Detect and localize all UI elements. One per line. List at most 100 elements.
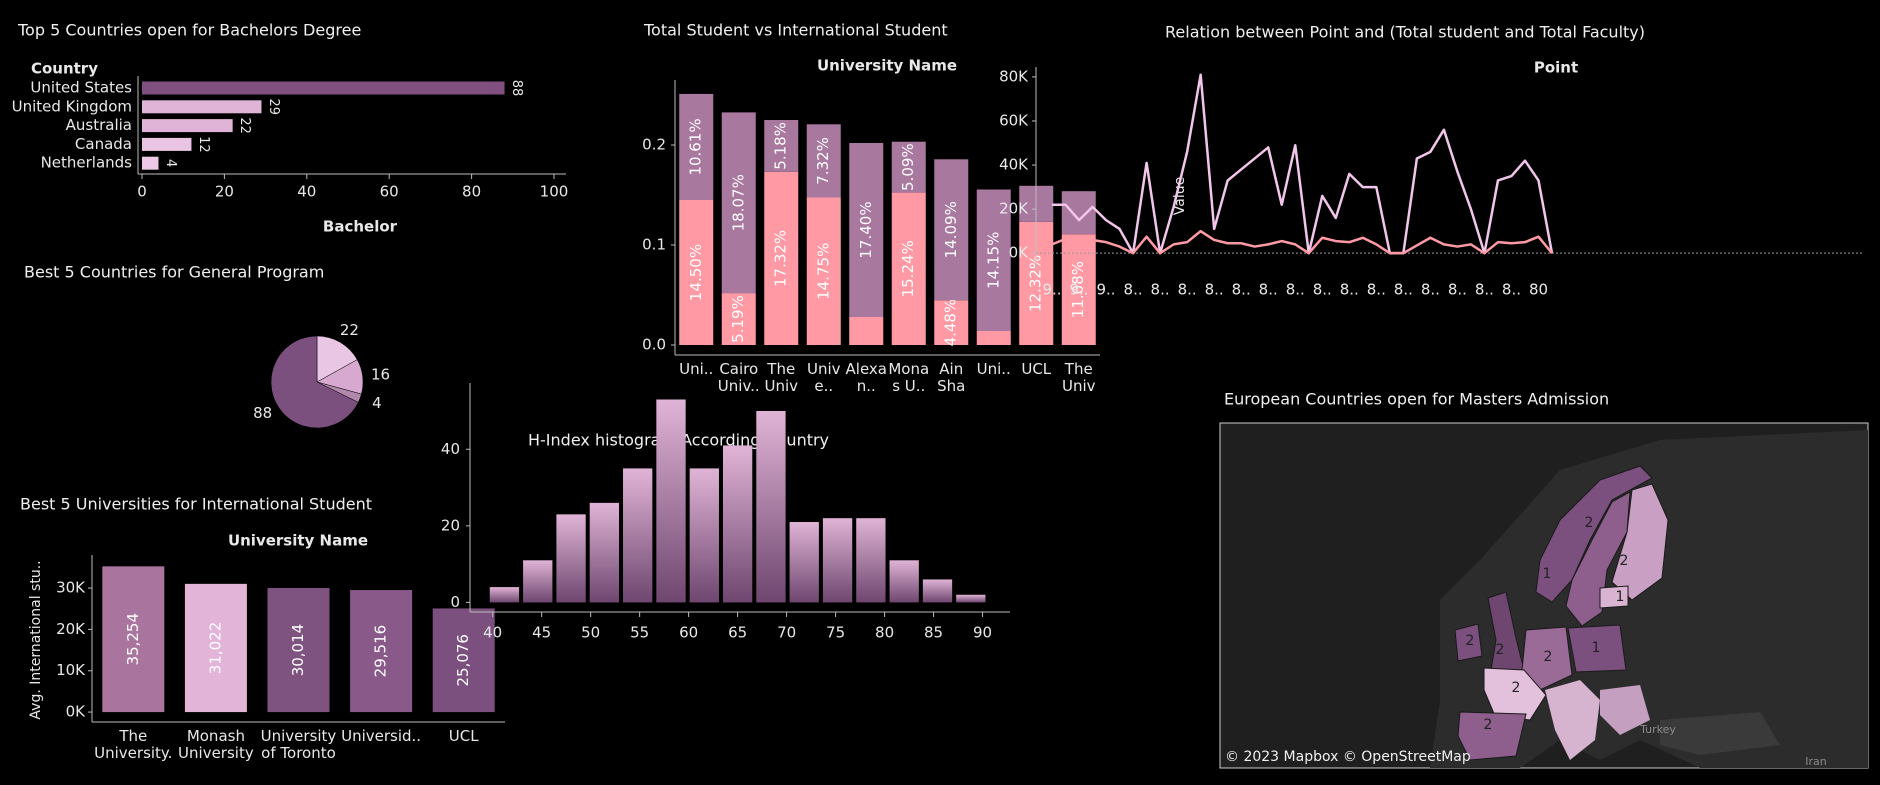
land	[1545, 680, 1600, 760]
map-region	[1483, 667, 1547, 721]
chart-title: European Countries open for Masters Admi…	[1224, 390, 1609, 409]
map-region	[1454, 623, 1483, 662]
bar-segment	[1061, 191, 1096, 235]
bar-segment	[849, 143, 884, 317]
value-label: 12.32%	[1027, 255, 1045, 312]
value-label: 88	[253, 404, 272, 422]
map-region	[1521, 626, 1573, 691]
region-label: 1	[1616, 589, 1625, 605]
header: University Name	[228, 532, 368, 550]
histogram-bar	[556, 514, 586, 603]
x-tick-label: 8..	[1340, 281, 1359, 299]
y-tick-label: 40	[441, 440, 460, 458]
y-tick-label: United States	[30, 79, 132, 97]
region-label: 1	[1543, 566, 1552, 582]
bar-segment	[806, 124, 841, 198]
histogram-bar	[722, 445, 753, 603]
bar-segment	[891, 141, 926, 193]
x-tick-label: 8..	[1421, 281, 1440, 299]
value-label: 11.08%	[1069, 261, 1087, 318]
bar	[350, 590, 413, 713]
y-tick-label: 0.1	[642, 236, 666, 254]
chart-title: Relation between Point and (Total studen…	[1165, 23, 1645, 42]
x-tick-label: 50	[581, 624, 600, 642]
region-label: 2	[1484, 717, 1493, 733]
region-label: 2	[1466, 633, 1475, 649]
x-tick-label: UCL	[1021, 361, 1052, 378]
value-label: 18.07%	[729, 174, 747, 231]
value-label: 22	[340, 321, 359, 339]
x-tick-label: 85	[924, 624, 943, 642]
bar-segment	[806, 197, 841, 345]
bar	[184, 583, 247, 713]
x-tick-label: 9..	[1069, 281, 1088, 299]
place-label: Iran	[1805, 755, 1827, 768]
x-tick-label: 8..	[1286, 281, 1305, 299]
y-axis-label: Avg. International stu..	[28, 560, 44, 719]
y-header: Country	[31, 60, 98, 78]
y-axis-label: Value	[1172, 177, 1188, 215]
value-label: 31,022	[206, 622, 224, 675]
y-tick-label: 0K	[66, 703, 87, 721]
x-tick-label: Monas U..	[888, 361, 930, 395]
value-label: 4	[163, 159, 178, 167]
x-tick-label: 80	[462, 183, 481, 201]
x-tick-label: The University..	[94, 728, 173, 764]
x-tick-label: 9..	[1097, 281, 1116, 299]
y-tick-label: 80K	[999, 67, 1029, 85]
bar	[142, 81, 505, 95]
value-label: 15.24%	[899, 240, 917, 297]
x-tick-label: The Unive..	[1061, 361, 1096, 397]
x-tick-label: 8..	[1178, 281, 1197, 299]
y-tick-label: Netherlands	[41, 154, 133, 172]
x-tick-label: Universid..	[341, 728, 422, 745]
x-tick-label: University of Toronto	[260, 728, 337, 762]
histogram-bar	[856, 518, 886, 603]
bar	[142, 156, 159, 170]
value-label: 17.40%	[857, 201, 875, 258]
bar-segment	[764, 120, 799, 172]
value-label: 29	[266, 99, 281, 116]
x-tick-label: The Unive..	[764, 361, 799, 397]
x-tick-label: Ain Sham..	[937, 361, 966, 397]
bar-segment	[764, 171, 799, 345]
y-tick-label: 20K	[56, 620, 86, 638]
land	[1660, 712, 1780, 755]
bar-segment	[679, 93, 714, 200]
value-label: 7.32%	[814, 137, 832, 185]
value-label: 29,516	[372, 625, 390, 678]
y-tick-label: 40K	[999, 156, 1029, 174]
y-tick-label: 0K	[1009, 244, 1030, 262]
line-series	[1051, 229, 1553, 255]
bar	[432, 608, 495, 713]
value-label: 5.09%	[899, 143, 917, 191]
x-tick-label: 55	[630, 624, 649, 642]
histogram-bar	[889, 560, 919, 603]
value-label: 25,076	[454, 634, 472, 687]
x-tick-label: 8..	[1448, 281, 1467, 299]
value-label: 4.48%	[942, 299, 960, 347]
bar-segment	[976, 331, 1011, 345]
x-tick-label: 8..	[1367, 281, 1386, 299]
header: University Name	[817, 57, 957, 75]
bar	[102, 566, 165, 713]
x-tick-label: 75	[826, 624, 845, 642]
x-tick-label: 8..	[1475, 281, 1494, 299]
bar	[142, 100, 262, 114]
x-tick-label: 80	[875, 624, 894, 642]
value-label: 35,254	[124, 613, 142, 666]
place-label: Turkey	[1639, 723, 1676, 736]
x-tick-label: 8..	[1232, 281, 1251, 299]
bar-segment	[891, 192, 926, 345]
land	[1600, 685, 1650, 735]
value-label: 17.32%	[772, 230, 790, 287]
chart-title: Best 5 Countries for General Program	[24, 263, 324, 282]
y-tick-label: 0.2	[642, 136, 666, 154]
value-label: 10.61%	[687, 118, 705, 175]
x-tick-label: 8..	[1502, 281, 1521, 299]
histogram-bar	[922, 579, 953, 603]
region-label: 1	[1592, 640, 1601, 656]
bar-segment	[721, 112, 756, 294]
